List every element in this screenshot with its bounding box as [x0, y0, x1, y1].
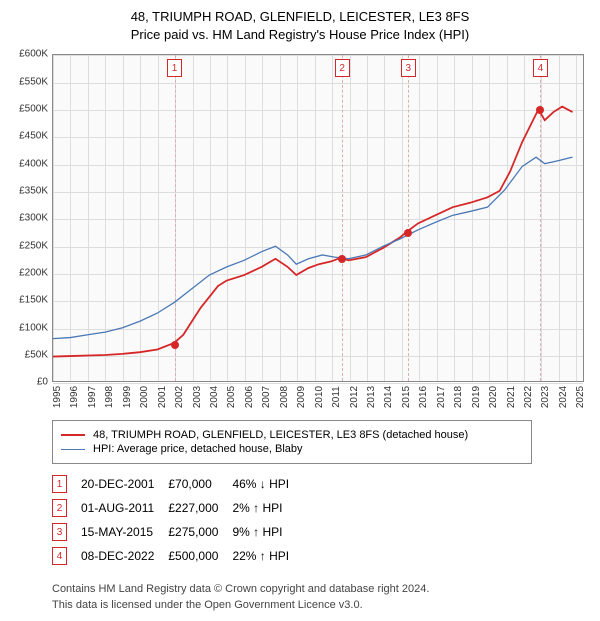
txn-price: £500,000: [168, 544, 232, 568]
title-subtitle: Price paid vs. HM Land Registry's House …: [8, 26, 592, 44]
x-tick-label: 1998: [104, 386, 115, 408]
y-tick-label: £600K: [8, 49, 48, 60]
transaction-marker: 1: [167, 59, 182, 77]
y-tick-label: £100K: [8, 322, 48, 333]
x-tick-label: 2025: [575, 386, 586, 408]
price-chart: 48, TRIUMPH ROAD, GLENFIELD, LEICESTER, …: [8, 8, 592, 613]
legend-label: 48, TRIUMPH ROAD, GLENFIELD, LEICESTER, …: [93, 429, 468, 441]
sale-point-icon: [171, 341, 179, 349]
x-tick-label: 2022: [523, 386, 534, 408]
sale-point-icon: [536, 106, 544, 114]
x-tick-label: 2018: [453, 386, 464, 408]
y-tick-label: £0: [8, 377, 48, 388]
chart-title: 48, TRIUMPH ROAD, GLENFIELD, LEICESTER, …: [8, 8, 592, 44]
y-tick-label: £200K: [8, 268, 48, 279]
x-tick-label: 2005: [226, 386, 237, 408]
legend-row: HPI: Average price, detached house, Blab…: [61, 443, 523, 455]
txn-marker-cell: 1: [52, 472, 81, 496]
txn-price: £70,000: [168, 472, 232, 496]
txn-marker-cell: 2: [52, 496, 81, 520]
x-tick-label: 2019: [471, 386, 482, 408]
txn-delta: 46% ↓ HPI: [232, 472, 303, 496]
transaction-marker: 4: [533, 59, 548, 77]
x-tick-label: 1995: [52, 386, 63, 408]
x-tick-label: 2021: [506, 386, 517, 408]
x-tick-label: 2007: [261, 386, 272, 408]
table-row: 120-DEC-2001£70,00046% ↓ HPI: [52, 472, 303, 496]
x-tick-label: 2015: [401, 386, 412, 408]
x-tick-label: 2024: [558, 386, 569, 408]
table-row: 315-MAY-2015£275,0009% ↑ HPI: [52, 520, 303, 544]
y-tick-label: £450K: [8, 131, 48, 142]
txn-marker-cell: 4: [52, 544, 81, 568]
title-address: 48, TRIUMPH ROAD, GLENFIELD, LEICESTER, …: [8, 8, 592, 26]
txn-delta: 9% ↑ HPI: [232, 520, 303, 544]
x-tick-label: 2014: [383, 386, 394, 408]
y-tick-label: £150K: [8, 295, 48, 306]
x-tick-label: 2009: [296, 386, 307, 408]
sale-point-icon: [404, 229, 412, 237]
line-layer: [53, 55, 583, 381]
txn-marker-cell: 3: [52, 520, 81, 544]
transaction-marker: 3: [401, 59, 416, 77]
legend: 48, TRIUMPH ROAD, GLENFIELD, LEICESTER, …: [52, 420, 532, 464]
y-tick-label: £250K: [8, 240, 48, 251]
legend-swatch-icon: [61, 434, 85, 436]
x-tick-label: 1999: [122, 386, 133, 408]
txn-date: 08-DEC-2022: [81, 544, 168, 568]
transactions-table: 120-DEC-2001£70,00046% ↓ HPI201-AUG-2011…: [52, 472, 303, 568]
txn-delta: 22% ↑ HPI: [232, 544, 303, 568]
footer-line: Contains HM Land Registry data © Crown c…: [52, 582, 592, 597]
txn-delta: 2% ↑ HPI: [232, 496, 303, 520]
y-tick-label: £500K: [8, 104, 48, 115]
y-tick-label: £550K: [8, 76, 48, 87]
series-price_paid: [53, 107, 573, 357]
table-row: 408-DEC-2022£500,00022% ↑ HPI: [52, 544, 303, 568]
legend-swatch-icon: [61, 449, 85, 451]
series-hpi: [53, 158, 573, 339]
x-tick-label: 2023: [540, 386, 551, 408]
footer-copyright: Contains HM Land Registry data © Crown c…: [52, 582, 592, 613]
txn-price: £227,000: [168, 496, 232, 520]
x-tick-label: 2008: [279, 386, 290, 408]
plot-area: 1 2 3 4 £0 £50K £100K £150K £200K £250K £300K £350…: [8, 50, 592, 410]
txn-date: 01-AUG-2011: [81, 496, 168, 520]
legend-label: HPI: Average price, detached house, Blab…: [93, 443, 303, 455]
legend-row: 48, TRIUMPH ROAD, GLENFIELD, LEICESTER, …: [61, 429, 523, 441]
x-tick-label: 1996: [69, 386, 80, 408]
txn-price: £275,000: [168, 520, 232, 544]
x-tick-label: 2013: [366, 386, 377, 408]
x-tick-label: 2001: [157, 386, 168, 408]
x-tick-label: 2000: [139, 386, 150, 408]
x-tick-label: 2012: [349, 386, 360, 408]
x-tick-label: 2006: [244, 386, 255, 408]
y-tick-label: £50K: [8, 350, 48, 361]
x-tick-label: 2003: [192, 386, 203, 408]
y-tick-label: £400K: [8, 158, 48, 169]
txn-date: 15-MAY-2015: [81, 520, 168, 544]
y-tick-label: £350K: [8, 186, 48, 197]
x-tick-label: 2016: [418, 386, 429, 408]
x-tick-label: 2011: [331, 387, 342, 409]
x-tick-label: 2010: [314, 386, 325, 408]
x-tick-label: 2002: [174, 386, 185, 408]
y-tick-label: £300K: [8, 213, 48, 224]
x-tick-label: 2017: [436, 386, 447, 408]
txn-date: 20-DEC-2001: [81, 472, 168, 496]
transaction-marker: 2: [335, 59, 350, 77]
x-tick-label: 2004: [209, 386, 220, 408]
plot-canvas: 1 2 3 4: [52, 54, 584, 382]
table-row: 201-AUG-2011£227,0002% ↑ HPI: [52, 496, 303, 520]
x-tick-label: 1997: [87, 386, 98, 408]
sale-point-icon: [338, 255, 346, 263]
footer-line: This data is licensed under the Open Gov…: [52, 598, 592, 613]
x-tick-label: 2020: [488, 386, 499, 408]
